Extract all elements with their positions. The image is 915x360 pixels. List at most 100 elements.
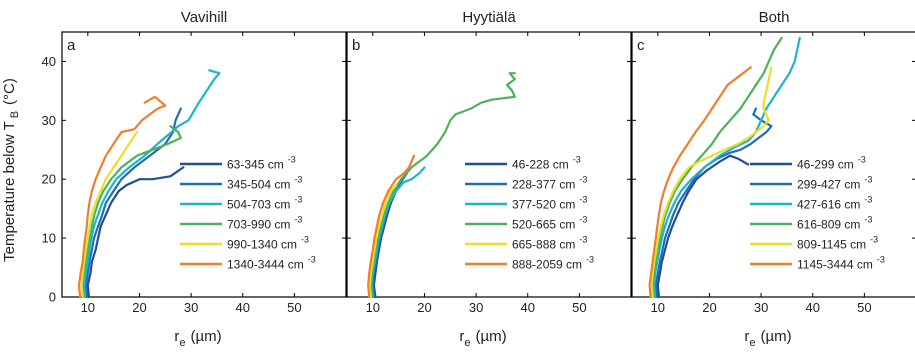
- series-line: [651, 36, 783, 299]
- legend-label: 1340-3444 cm -3: [227, 255, 316, 272]
- series-line: [656, 154, 750, 299]
- legend-label: 990-1340 cm -3: [227, 235, 309, 252]
- legend-exponent: -3: [858, 155, 866, 165]
- x-axis-label-main: r: [174, 328, 179, 345]
- legend-exponent: -3: [586, 255, 594, 265]
- x-tick-label: 40: [520, 300, 534, 315]
- x-tick-label: 30: [754, 300, 768, 315]
- x-axis-label-unit: (µm): [475, 328, 506, 345]
- legend-exponent: -3: [579, 195, 587, 205]
- legend-range: 888-2059 cm: [512, 258, 582, 272]
- legend-range: 46-299 cm: [797, 158, 854, 172]
- x-tick-label: 20: [702, 300, 716, 315]
- x-tick-label: 40: [235, 300, 249, 315]
- panel-frame: [61, 31, 347, 298]
- y-tick-label: 20: [42, 172, 56, 187]
- panel-frame: [346, 31, 632, 298]
- legend-range: 1340-3444 cm: [227, 258, 304, 272]
- legend-exponent: -3: [288, 155, 296, 165]
- legend-range: 427-616 cm: [797, 198, 860, 212]
- x-axis-label-sub: e: [179, 337, 185, 349]
- x-tick-label: 50: [287, 300, 301, 315]
- legend-label: 299-427 cm -3: [797, 175, 872, 192]
- legend-range: 228-377 cm: [512, 178, 575, 192]
- legend-label: 809-1145 cm -3: [797, 235, 878, 252]
- legend-range: 809-1145 cm: [797, 238, 866, 252]
- legend-label: 228-377 cm -3: [512, 175, 587, 192]
- legend-label: 1145-3444 cm -3: [797, 255, 885, 272]
- x-axis-label: re (µm): [459, 328, 506, 349]
- x-axis-label-main: r: [459, 328, 464, 345]
- legend-range: 504-703 cm: [227, 198, 290, 212]
- legend-range: 616-809 cm: [797, 218, 860, 232]
- y-axis-label-unit: (°C): [1, 78, 18, 105]
- series-line: [369, 72, 516, 299]
- legend-label: 345-504 cm -3: [227, 175, 302, 192]
- series-line: [81, 125, 182, 299]
- x-tick-label: 10: [651, 300, 665, 315]
- legend-range: 345-504 cm: [227, 178, 290, 192]
- x-tick-label: 30: [184, 300, 198, 315]
- x-axis-label-unit: (µm): [760, 328, 791, 345]
- series-line: [368, 184, 398, 299]
- x-tick-label: 10: [81, 300, 95, 315]
- legend-range: 520-665 cm: [512, 218, 575, 232]
- x-tick-label: 40: [805, 300, 819, 315]
- x-tick-label: 20: [132, 300, 146, 315]
- y-axis-label-main: Temperature below T: [1, 121, 18, 262]
- x-axis-label: re (µm): [744, 328, 791, 349]
- x-axis-label: re (µm): [174, 328, 221, 349]
- legend-label: 46-299 cm -3: [797, 155, 866, 172]
- panel-frame: [631, 31, 915, 298]
- legend-exponent: -3: [294, 175, 302, 185]
- legend-exponent: -3: [864, 195, 872, 205]
- legend-range: 665-888 cm: [512, 238, 575, 252]
- legend-label: 616-809 cm -3: [797, 215, 872, 232]
- legend-label: 520-665 cm -3: [512, 215, 587, 232]
- legend-exponent: -3: [301, 235, 309, 245]
- panel-letter: c: [637, 37, 645, 54]
- legend-exponent: -3: [864, 175, 872, 185]
- series-line: [84, 107, 182, 299]
- panel-letter: a: [67, 37, 76, 54]
- legend-range: 377-520 cm: [512, 198, 575, 212]
- x-axis-label-main: r: [744, 328, 749, 345]
- y-tick-label: 10: [42, 231, 56, 246]
- series-line: [86, 166, 185, 299]
- panel-title: Vavihill: [181, 9, 227, 26]
- legend-exponent: -3: [308, 255, 316, 265]
- panel-letter: b: [352, 37, 360, 54]
- y-tick-label: 30: [42, 113, 56, 128]
- legend-exponent: -3: [294, 195, 302, 205]
- x-tick-label: 50: [572, 300, 586, 315]
- series-line: [653, 36, 801, 299]
- legend-exponent: -3: [877, 255, 885, 265]
- legend-range: 990-1340 cm: [227, 238, 297, 252]
- legend-exponent: -3: [864, 215, 872, 225]
- legend-label: 703-990 cm -3: [227, 215, 302, 232]
- x-tick-label: 30: [469, 300, 483, 315]
- legend-exponent: -3: [579, 215, 587, 225]
- panel-title: Both: [759, 9, 790, 26]
- legend-label: 665-888 cm -3: [512, 235, 587, 252]
- series-line: [80, 131, 138, 299]
- series-line: [650, 66, 773, 299]
- series-line: [367, 154, 416, 299]
- legend-exponent: -3: [579, 235, 587, 245]
- y-axis-label: Temperature below T B (°C): [1, 78, 21, 262]
- legend-range: 46-228 cm: [512, 158, 569, 172]
- legend-exponent: -3: [294, 215, 302, 225]
- x-tick-label: 50: [857, 300, 871, 315]
- legend-range: 299-427 cm: [797, 178, 860, 192]
- legend-label: 46-228 cm -3: [512, 155, 581, 172]
- x-axis-label-unit: (µm): [190, 328, 221, 345]
- legend-exponent: -3: [573, 155, 581, 165]
- legend-label: 63-345 cm -3: [227, 155, 296, 172]
- panel-title: Hyytiälä: [462, 9, 516, 26]
- legend-exponent: -3: [870, 235, 878, 245]
